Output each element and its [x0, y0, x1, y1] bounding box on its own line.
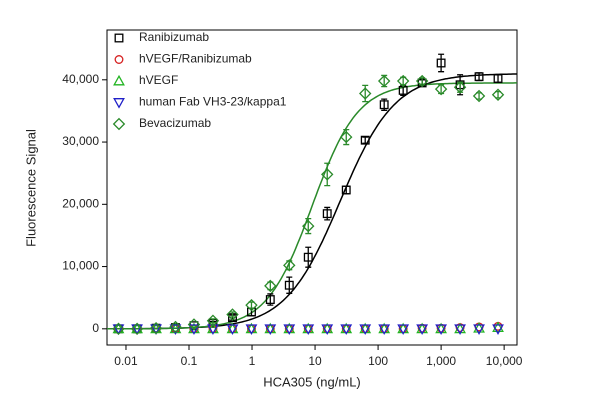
marker [245, 298, 258, 312]
marker [454, 324, 466, 335]
marker [283, 324, 296, 335]
error-bar [248, 301, 255, 309]
marker [284, 280, 294, 290]
marker [264, 279, 277, 293]
fit-curve [107, 82, 517, 330]
marker [397, 324, 410, 335]
marker [112, 324, 125, 335]
marker [302, 324, 315, 335]
x-tick-label: 1,000 [426, 354, 456, 368]
fit-curve [107, 73, 517, 330]
marker [340, 324, 353, 335]
marker [302, 219, 315, 233]
marker [377, 74, 391, 88]
legend-label: human Fab VH3-23/kappa1 [139, 95, 287, 109]
y-tick-label: 20,000 [62, 196, 99, 210]
y-tick-label: 40,000 [62, 72, 99, 86]
marker [150, 324, 162, 335]
y-tick-label: 30,000 [62, 134, 99, 148]
marker [434, 82, 448, 96]
x-tick-label: 0.01 [114, 354, 138, 368]
y-tick-label: 10,000 [62, 259, 99, 273]
error-bar [286, 260, 293, 271]
error-bar [362, 136, 369, 144]
legend-marker [113, 74, 125, 86]
legend-marker [112, 117, 126, 131]
y-tick-label: 0 [92, 321, 99, 335]
marker [360, 135, 370, 145]
marker [492, 321, 504, 333]
marker [340, 130, 353, 144]
marker [226, 308, 239, 321]
marker [131, 324, 143, 335]
marker [493, 74, 503, 84]
plot-frame [106, 29, 518, 346]
error-bar [305, 246, 312, 268]
marker [187, 318, 201, 331]
marker [341, 185, 351, 195]
error-bar [286, 276, 293, 294]
error-bar [476, 72, 483, 82]
marker [321, 324, 334, 335]
marker [453, 81, 467, 94]
x-tick-label: 1 [249, 354, 256, 368]
marker [321, 168, 334, 181]
marker [474, 72, 484, 82]
marker [322, 209, 332, 219]
marker [169, 320, 182, 334]
marker [265, 295, 275, 305]
marker [473, 324, 485, 335]
marker [415, 74, 429, 88]
marker [492, 324, 504, 335]
marker [379, 100, 389, 110]
marker [207, 324, 219, 335]
marker [130, 322, 144, 336]
legend-label: Ranibizumab [139, 30, 209, 44]
y-axis-label: Fluorescence Signal [23, 129, 38, 247]
x-tick-label: 10,000 [486, 354, 523, 368]
legend-marker [114, 55, 124, 64]
marker [149, 321, 163, 335]
marker [264, 324, 277, 335]
marker [491, 88, 505, 101]
marker [112, 322, 125, 336]
marker [436, 58, 446, 68]
marker [283, 259, 296, 272]
marker [303, 252, 313, 262]
error-bar [438, 84, 445, 95]
marker [435, 324, 448, 335]
error-bar [438, 53, 445, 73]
x-axis-label: HCA305 (ng/mL) [263, 374, 361, 389]
legend-label: Bevacizumab [139, 116, 211, 130]
marker [473, 322, 485, 333]
error-bar [324, 162, 331, 187]
error-bar [495, 74, 502, 83]
error-bar [476, 92, 483, 100]
marker [396, 74, 410, 88]
marker [472, 89, 486, 103]
marker [206, 314, 220, 327]
x-tick-label: 10 [308, 354, 322, 368]
x-tick-label: 100 [368, 354, 388, 368]
error-bar [495, 90, 502, 99]
error-bar [209, 318, 216, 324]
marker [358, 87, 372, 100]
marker [378, 324, 391, 335]
marker [416, 324, 429, 335]
legend-label: hVEGF [139, 73, 178, 87]
legend-label: hVEGF/Ranibizumab [139, 52, 252, 66]
marker [226, 324, 239, 335]
x-tick-label: 0.1 [181, 354, 198, 368]
marker [359, 324, 372, 335]
legend-marker [113, 98, 125, 109]
marker [188, 324, 200, 335]
marker [245, 324, 258, 335]
legend-marker [114, 33, 124, 43]
